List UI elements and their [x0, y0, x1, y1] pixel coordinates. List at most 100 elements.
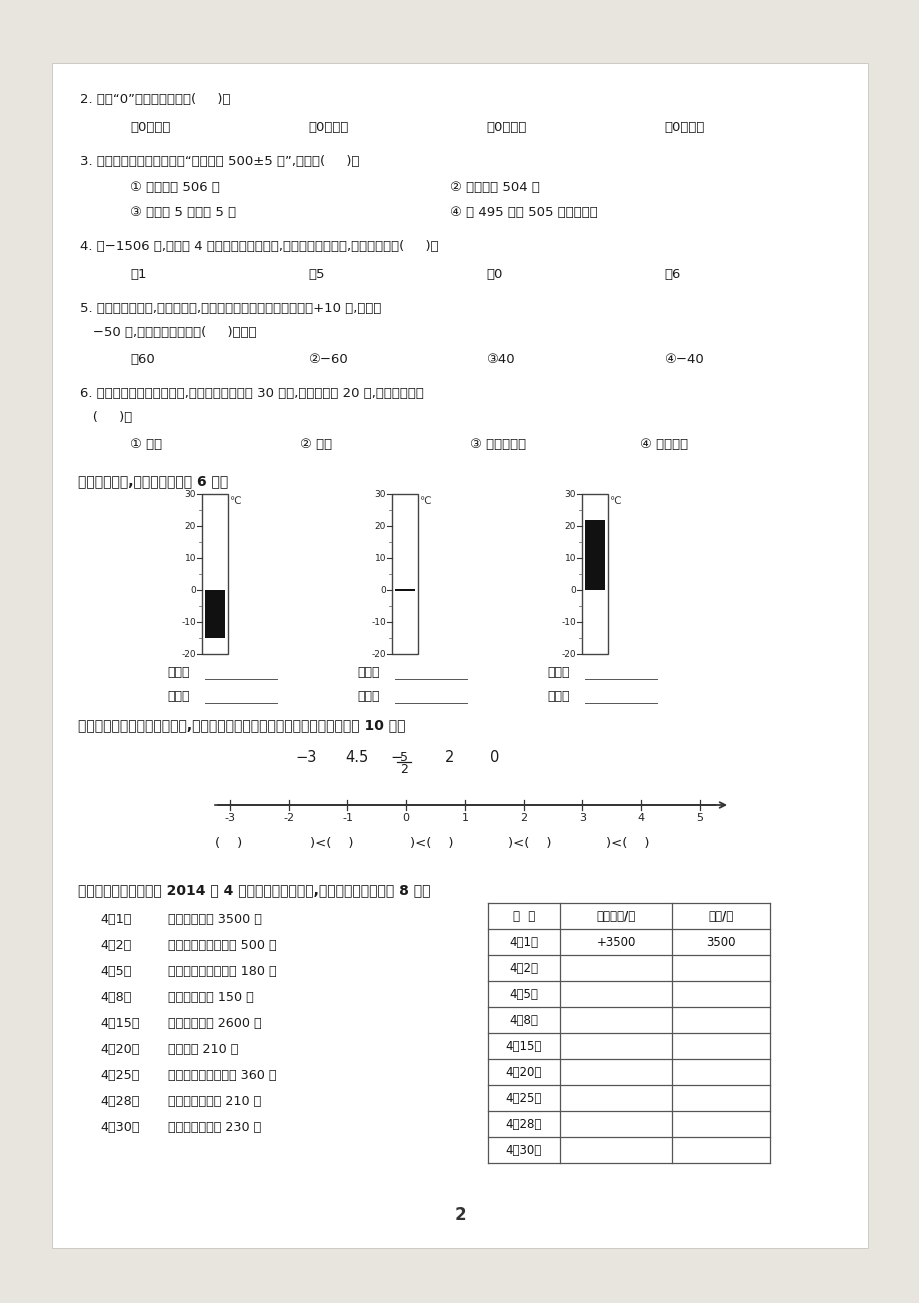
Text: -10: -10 — [371, 618, 386, 627]
Text: ℃: ℃ — [418, 496, 430, 506]
Text: 4月28日: 4月28日 — [100, 1095, 139, 1108]
Text: 0: 0 — [190, 585, 196, 594]
Bar — [205, 590, 225, 638]
Text: ④ 在 495 克到 505 克的范围内: ④ 在 495 克到 505 克的范围内 — [449, 206, 597, 219]
Text: 结余/元: 结余/元 — [708, 909, 732, 923]
Text: 四、看温度计,写数读数。（共 6 分）: 四、看温度计,写数读数。（共 6 分） — [78, 474, 228, 489]
Text: 写作：: 写作： — [357, 666, 380, 679]
Text: 日  期: 日 期 — [512, 909, 535, 923]
Text: 全家手机费用共支出 180 元: 全家手机费用共支出 180 元 — [168, 966, 277, 979]
Text: 4. 在−1506 中,用数字 4 替换其中的一个数字,要使所得的数最大,替换的数字是(     )。: 4. 在−1506 中,用数字 4 替换其中的一个数字,要使所得的数最大,替换的… — [80, 240, 438, 253]
Text: -20: -20 — [181, 649, 196, 658]
Bar — [391, 494, 417, 654]
Text: 4月20日: 4月20日 — [100, 1042, 139, 1055]
Text: 4: 4 — [637, 813, 644, 823]
Text: 4月28日: 4月28日 — [505, 1118, 541, 1131]
Text: 6: 6 — [664, 268, 680, 281]
Text: 30: 30 — [185, 490, 196, 499]
Text: 0: 0 — [403, 813, 409, 823]
Text: 4月15日: 4月15日 — [505, 1040, 541, 1053]
Text: 交物业费 210 元: 交物业费 210 元 — [168, 1042, 238, 1055]
Text: ③40: ③40 — [485, 353, 514, 366]
Text: 4月25日: 4月25日 — [100, 1068, 139, 1081]
Text: -3: -3 — [224, 813, 235, 823]
Text: 4月5日: 4月5日 — [509, 988, 538, 1001]
Text: 写作：: 写作： — [547, 666, 569, 679]
Text: −3: −3 — [295, 751, 316, 765]
Text: ③ 可能多 5 克或少 5 克: ③ 可能多 5 克或少 5 克 — [130, 206, 236, 219]
Text: )<(    ): )<( ) — [410, 837, 453, 850]
Text: 0是正数: 0是正数 — [130, 121, 170, 134]
Text: 10: 10 — [564, 554, 575, 563]
Text: 妈妈买衣服支出 230 元: 妈妈买衣服支出 230 元 — [168, 1121, 261, 1134]
Text: 30: 30 — [374, 490, 386, 499]
Text: 4月5日: 4月5日 — [100, 966, 131, 979]
Text: 0: 0 — [380, 585, 386, 594]
Text: 0: 0 — [490, 751, 499, 765]
Bar — [582, 494, 607, 654]
Text: 3. 在食品包装上我们看到的“净含量是 500±5 克”,它表示(     )。: 3. 在食品包装上我们看到的“净含量是 500±5 克”,它表示( )。 — [80, 155, 359, 168]
Text: 2: 2 — [519, 813, 527, 823]
Text: ④ 无法确定: ④ 无法确定 — [640, 438, 687, 451]
Text: -10: -10 — [561, 618, 575, 627]
Text: 1: 1 — [130, 268, 146, 281]
Text: 读作：: 读作： — [167, 691, 189, 704]
Bar — [202, 494, 228, 654]
Text: −50 米,这时芳芳的位置是(     )米处。: −50 米,这时芳芳的位置是( )米处。 — [80, 326, 256, 339]
Bar — [394, 589, 414, 592]
Text: 王磊买书支出 150 元: 王磊买书支出 150 元 — [168, 992, 254, 1005]
Text: ① 东边: ① 东边 — [130, 438, 162, 451]
Text: 4月30日: 4月30日 — [505, 1144, 541, 1157]
Text: 5. 以芳芳家为起点,向南走为正,向北走为负。如果芳芳从家走了+10 米,又走了: 5. 以芳芳家为起点,向南走为正,向北走为负。如果芳芳从家走了+10 米,又走了 — [80, 302, 381, 315]
Text: 0是小数: 0是小数 — [664, 121, 704, 134]
Text: ② 西边: ② 西边 — [300, 438, 332, 451]
Text: 4月2日: 4月2日 — [509, 962, 538, 975]
Text: 0: 0 — [570, 585, 575, 594]
Text: 3: 3 — [578, 813, 585, 823]
Text: 收支情况/元: 收支情况/元 — [596, 909, 635, 923]
Bar — [584, 520, 605, 590]
Text: 去超市购物支出 210 元: 去超市购物支出 210 元 — [168, 1095, 261, 1108]
Text: 2: 2 — [454, 1207, 465, 1224]
Text: 60: 60 — [130, 353, 154, 366]
Text: ② 可能小于 504 克: ② 可能小于 504 克 — [449, 181, 539, 194]
Text: 4月8日: 4月8日 — [509, 1014, 538, 1027]
Text: )<(    ): )<( ) — [606, 837, 649, 850]
Text: 爷爷、奶奶体检支出 360 元: 爷爷、奶奶体检支出 360 元 — [168, 1068, 277, 1081]
Text: 4月2日: 4月2日 — [100, 939, 131, 952]
Text: 4月1日: 4月1日 — [509, 936, 538, 949]
Text: 五、先在直线上表示下列各数,再将这些数按从小到大的顺序排列起来。（共 10 分）: 五、先在直线上表示下列各数,再将这些数按从小到大的顺序排列起来。（共 10 分） — [78, 718, 405, 732]
Text: 写作：: 写作： — [167, 666, 189, 679]
Text: 20: 20 — [564, 521, 575, 530]
Text: 20: 20 — [374, 521, 386, 530]
Text: 读作：: 读作： — [547, 691, 569, 704]
Text: -20: -20 — [561, 649, 575, 658]
Text: 10: 10 — [185, 554, 196, 563]
Text: )<(    ): )<( ) — [507, 837, 550, 850]
Text: -20: -20 — [371, 649, 386, 658]
Text: ① 可能大于 506 克: ① 可能大于 506 克 — [130, 181, 220, 194]
Text: 0: 0 — [485, 268, 502, 281]
Text: )<(    ): )<( ) — [310, 837, 353, 850]
Text: 妈妈领取工资 2600 元: 妈妈领取工资 2600 元 — [168, 1018, 261, 1029]
Text: 读作：: 读作： — [357, 691, 380, 704]
Text: 1: 1 — [461, 813, 468, 823]
Text: 0是整数: 0是整数 — [485, 121, 526, 134]
Text: 0是负数: 0是负数 — [308, 121, 348, 134]
Text: 给爷爷、奶奶生活费 500 元: 给爷爷、奶奶生活费 500 元 — [168, 939, 277, 952]
Text: 20: 20 — [185, 521, 196, 530]
Text: (     )。: ( )。 — [80, 410, 132, 423]
Text: ℃: ℃ — [229, 496, 241, 506]
Text: 4月25日: 4月25日 — [505, 1092, 541, 1105]
Text: (    ): ( ) — [215, 837, 242, 850]
Text: ④−40: ④−40 — [664, 353, 703, 366]
Text: 4.5: 4.5 — [345, 751, 368, 765]
Text: ℃: ℃ — [608, 496, 620, 506]
Text: 3500: 3500 — [706, 936, 735, 949]
FancyBboxPatch shape — [52, 63, 867, 1248]
Text: 六、下面是王磊同学家 2014 年 4 月的收入和支出情况,请你完成下表。（共 8 分）: 六、下面是王磊同学家 2014 年 4 月的收入和支出情况,请你完成下表。（共 … — [78, 883, 430, 896]
Text: 6. 在东西走向的百米跑道上,欢欢在乐乐的东边 30 米处,冬冬离欢欢 20 米,冬冬在乐乐的: 6. 在东西走向的百米跑道上,欢欢在乐乐的东边 30 米处,冬冬离欢欢 20 米… — [80, 387, 424, 400]
Text: 2. 关于“0”的说法正确的是(     )。: 2. 关于“0”的说法正确的是( )。 — [80, 93, 231, 106]
Text: ③ 东边或西边: ③ 东边或西边 — [470, 438, 526, 451]
Text: 4月30日: 4月30日 — [100, 1121, 140, 1134]
